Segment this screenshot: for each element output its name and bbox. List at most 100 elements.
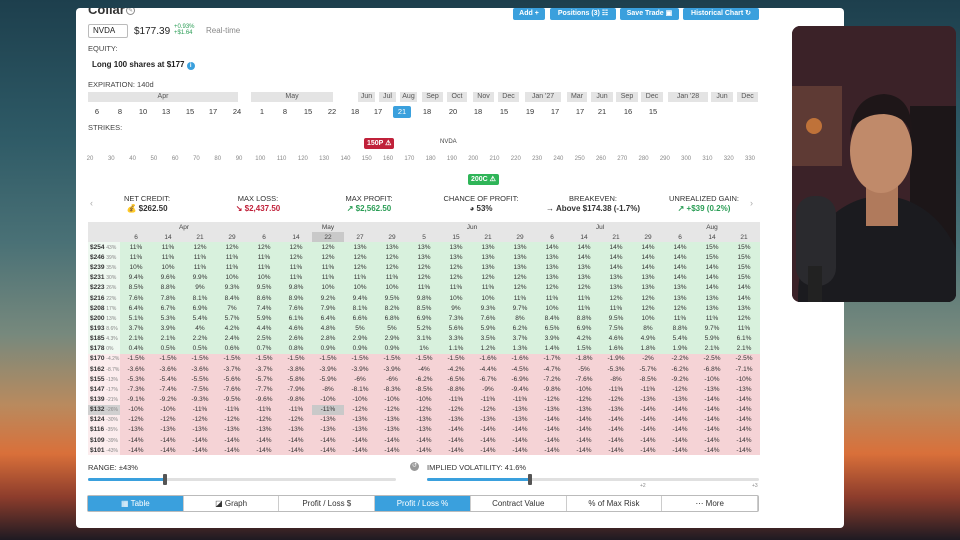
pl-cell[interactable]: 9.7%	[696, 323, 728, 334]
pl-cell[interactable]: 11%	[280, 262, 312, 273]
pl-cell[interactable]: -6%	[344, 374, 376, 385]
pl-cell[interactable]: -9.8%	[536, 384, 568, 395]
pl-cell[interactable]: -10%	[344, 394, 376, 405]
pl-cell[interactable]: 9.2%	[312, 292, 344, 304]
pl-cell[interactable]: -1.5%	[344, 353, 376, 364]
pl-cell[interactable]: 14%	[632, 242, 664, 253]
grid-day-header[interactable]: 6	[248, 232, 280, 243]
pl-cell[interactable]: 13%	[632, 282, 664, 293]
pl-cell[interactable]: 9.7%	[504, 303, 536, 314]
pl-cell[interactable]: 13%	[536, 262, 568, 273]
pl-cell[interactable]: 11%	[280, 272, 312, 283]
pl-cell[interactable]: -14%	[184, 434, 216, 446]
pl-cell[interactable]: 12%	[312, 252, 344, 263]
pl-cell[interactable]: 4.2%	[568, 333, 600, 344]
pl-cell[interactable]: 8.1%	[344, 303, 376, 314]
pl-cell[interactable]: -2.2%	[664, 353, 696, 364]
pl-cell[interactable]: -4.7%	[536, 363, 568, 375]
pl-cell[interactable]: 12%	[408, 272, 440, 283]
pl-cell[interactable]: -4%	[408, 363, 440, 375]
pl-cell[interactable]: 10%	[216, 272, 248, 283]
positions-button[interactable]: Positions (3) ☷	[550, 8, 616, 20]
grid-day-header[interactable]: 29	[216, 232, 248, 243]
pl-cell[interactable]: 0.7%	[248, 343, 280, 354]
pl-cell[interactable]: -14%	[472, 445, 504, 456]
grid-day-header[interactable]: 29	[632, 232, 664, 243]
expiration-day[interactable]: 20	[448, 107, 458, 116]
iv-slider[interactable]	[427, 478, 759, 481]
pl-cell[interactable]: -13%	[216, 424, 248, 435]
pl-cell[interactable]: 2.8%	[312, 333, 344, 344]
pl-cell[interactable]: 0.5%	[184, 343, 216, 354]
pl-cell[interactable]: 9%	[440, 303, 472, 314]
pl-cell[interactable]: -5.4%	[152, 374, 184, 385]
pl-cell[interactable]: 14%	[728, 282, 760, 293]
pl-cell[interactable]: -12%	[184, 414, 216, 425]
pl-cell[interactable]: 14%	[632, 252, 664, 263]
grid-day-header[interactable]: 21	[472, 232, 504, 243]
pl-cell[interactable]: 11%	[376, 272, 408, 283]
pl-cell[interactable]: -14%	[664, 434, 696, 446]
pl-cell[interactable]: -12%	[408, 404, 440, 415]
grid-day-header[interactable]: 14	[280, 232, 312, 243]
pl-cell[interactable]: 12%	[600, 292, 632, 304]
pl-cell[interactable]: 13%	[408, 252, 440, 263]
pl-cell[interactable]: -1.5%	[408, 353, 440, 364]
pl-cell[interactable]: -14%	[728, 414, 760, 425]
pl-cell[interactable]: -5.3%	[120, 374, 152, 385]
pl-cell[interactable]: -9.8%	[280, 394, 312, 405]
grid-day-header[interactable]: 14	[152, 232, 184, 243]
pl-cell[interactable]: -1.5%	[216, 353, 248, 364]
grid-day-header[interactable]: 15	[440, 232, 472, 243]
pl-cell[interactable]: -14%	[312, 445, 344, 456]
pl-cell[interactable]: 7.6%	[120, 292, 152, 304]
pl-cell[interactable]: 5.3%	[152, 313, 184, 324]
expiration-day[interactable]: 8	[282, 107, 288, 116]
pl-cell[interactable]: 9.9%	[184, 272, 216, 283]
pl-cell[interactable]: 15%	[696, 242, 728, 253]
pl-cell[interactable]: 8.6%	[248, 292, 280, 304]
pl-cell[interactable]: -14%	[248, 445, 280, 456]
pl-cell[interactable]: 9.8%	[408, 292, 440, 304]
pl-cell[interactable]: 12%	[408, 262, 440, 273]
pl-cell[interactable]: 12%	[632, 292, 664, 304]
pl-cell[interactable]: 14%	[600, 262, 632, 273]
pl-cell[interactable]: 9.4%	[344, 292, 376, 304]
pl-cell[interactable]: 9.4%	[120, 272, 152, 283]
pl-cell[interactable]: -14%	[376, 434, 408, 446]
expiration-day[interactable]: 6	[94, 107, 100, 116]
pl-cell[interactable]: 6.9%	[568, 323, 600, 334]
pl-cell[interactable]: 11%	[600, 303, 632, 314]
pl-cell[interactable]: -11%	[632, 384, 664, 395]
pl-cell[interactable]: -8%	[312, 384, 344, 395]
pl-cell[interactable]: -12%	[568, 394, 600, 405]
pl-cell[interactable]: -9.2%	[152, 394, 184, 405]
pl-cell[interactable]: 6.1%	[728, 333, 760, 344]
pl-cell[interactable]: 8.9%	[280, 292, 312, 304]
pl-cell[interactable]: -14%	[440, 445, 472, 456]
pl-cell[interactable]: -12%	[152, 414, 184, 425]
pl-cell[interactable]: -11%	[504, 394, 536, 405]
grid-day-header[interactable]: 27	[344, 232, 376, 243]
pl-cell[interactable]: -1.5%	[184, 353, 216, 364]
pl-cell[interactable]: -14%	[632, 445, 664, 456]
pl-cell[interactable]: -14%	[632, 434, 664, 446]
pl-cell[interactable]: -12%	[280, 414, 312, 425]
pl-cell[interactable]: -13%	[184, 424, 216, 435]
pl-cell[interactable]: 13%	[408, 242, 440, 253]
pl-cell[interactable]: 5.9%	[472, 323, 504, 334]
pl-cell[interactable]: 13%	[344, 242, 376, 253]
pl-cell[interactable]: -9.5%	[216, 394, 248, 405]
pl-cell[interactable]: 15%	[728, 272, 760, 283]
expiration-day[interactable]: 18	[350, 107, 360, 116]
pl-cell[interactable]: -14%	[664, 414, 696, 425]
graph-tab[interactable]: ◪ Graph	[184, 496, 280, 511]
pl-cell[interactable]: -2%	[632, 353, 664, 364]
pl-cell[interactable]: 13%	[664, 282, 696, 293]
pl-cell[interactable]: 14%	[600, 242, 632, 253]
pl-cell[interactable]: 15%	[696, 252, 728, 263]
expiration-day[interactable]: 21	[393, 106, 411, 118]
pl-cell[interactable]: -1.9%	[600, 353, 632, 364]
pl-cell[interactable]: -14%	[600, 414, 632, 425]
pl-cell[interactable]: -14%	[728, 404, 760, 415]
